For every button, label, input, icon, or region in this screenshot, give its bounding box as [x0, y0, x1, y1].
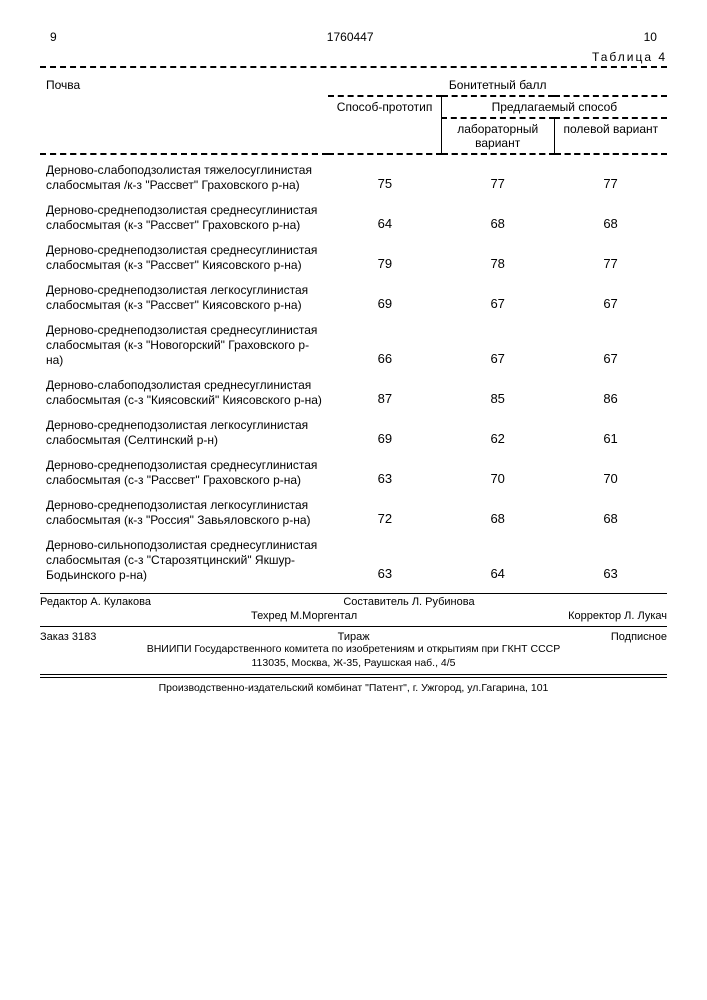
cell-proto: 87: [328, 370, 441, 410]
cell-lab: 70: [441, 450, 554, 490]
cell-field: 86: [554, 370, 667, 410]
cell-lab: 68: [441, 490, 554, 530]
table-body: Дерново-слабоподзолистая тяжелосуглинист…: [40, 154, 667, 585]
cell-soil: Дерново-сильноподзолистая среднесуглинис…: [40, 530, 328, 585]
th-field: полевой вариант: [554, 118, 667, 154]
footer: Редактор А. Кулакова Составитель Л. Руби…: [40, 593, 667, 694]
cell-soil: Дерново-среднеподзолистая легкосуглинист…: [40, 275, 328, 315]
page-header: 9 1760447 10: [40, 30, 667, 44]
main-table: Почва Бонитетный балл Способ-прототип Пр…: [40, 72, 667, 585]
table-row: Дерново-среднеподзолистая легкосуглинист…: [40, 490, 667, 530]
th-soil: Почва: [40, 72, 328, 154]
footer-subscript: Подписное: [611, 631, 667, 643]
cell-proto: 63: [328, 530, 441, 585]
cell-proto: 69: [328, 275, 441, 315]
cell-proto: 79: [328, 235, 441, 275]
table-row: Дерново-среднеподзолистая среднесуглинис…: [40, 195, 667, 235]
cell-soil: Дерново-среднеподзолистая среднесуглинис…: [40, 195, 328, 235]
th-lab: лабораторный вариант: [441, 118, 554, 154]
cell-proto: 66: [328, 315, 441, 370]
cell-field: 77: [554, 154, 667, 195]
page-left-num: 9: [50, 30, 57, 44]
table-row: Дерново-среднеподзолистая среднесуглинис…: [40, 315, 667, 370]
cell-soil: Дерново-среднеподзолистая легкосуглинист…: [40, 490, 328, 530]
cell-soil: Дерново-среднеподзолистая легкосуглинист…: [40, 410, 328, 450]
cell-field: 67: [554, 275, 667, 315]
table-row: Дерново-слабоподзолистая среднесуглинист…: [40, 370, 667, 410]
cell-field: 68: [554, 195, 667, 235]
cell-lab: 67: [441, 275, 554, 315]
cell-soil: Дерново-среднеподзолистая среднесуглинис…: [40, 450, 328, 490]
footer-techred: Техред М.Моргентал: [251, 610, 357, 622]
page-center-num: 1760447: [327, 30, 374, 44]
cell-soil: Дерново-среднеподзолистая среднесуглинис…: [40, 315, 328, 370]
footer-compiler: Составитель Л. Рубинова: [343, 596, 474, 608]
footer-org1: ВНИИПИ Государственного комитета по изоб…: [40, 643, 667, 657]
table-row: Дерново-слабоподзолистая тяжелосуглинист…: [40, 154, 667, 195]
th-main: Бонитетный балл: [328, 72, 667, 96]
cell-lab: 68: [441, 195, 554, 235]
th-proposed: Предлагаемый способ: [441, 96, 667, 118]
cell-lab: 78: [441, 235, 554, 275]
cell-proto: 69: [328, 410, 441, 450]
cell-lab: 67: [441, 315, 554, 370]
table-row: Дерново-сильноподзолистая среднесуглинис…: [40, 530, 667, 585]
table-label: Таблица 4: [40, 50, 667, 68]
cell-lab: 64: [441, 530, 554, 585]
cell-field: 70: [554, 450, 667, 490]
footer-editor: Редактор А. Кулакова: [40, 596, 151, 608]
table-row: Дерново-среднеподзолистая среднесуглинис…: [40, 235, 667, 275]
cell-field: 77: [554, 235, 667, 275]
cell-proto: 64: [328, 195, 441, 235]
footer-tirage: Тираж: [338, 631, 370, 643]
cell-soil: Дерново-слабоподзолистая тяжелосуглинист…: [40, 154, 328, 195]
page-right-num: 10: [644, 30, 657, 44]
table-row: Дерново-среднеподзолистая легкосуглинист…: [40, 275, 667, 315]
cell-soil: Дерново-среднеподзолистая среднесуглинис…: [40, 235, 328, 275]
cell-proto: 72: [328, 490, 441, 530]
table-row: Дерново-среднеподзолистая среднесуглинис…: [40, 450, 667, 490]
cell-proto: 75: [328, 154, 441, 195]
cell-field: 61: [554, 410, 667, 450]
footer-press: Производственно-издательский комбинат "П…: [40, 677, 667, 694]
table-row: Дерново-среднеподзолистая легкосуглинист…: [40, 410, 667, 450]
cell-field: 63: [554, 530, 667, 585]
th-proto: Способ-прототип: [328, 96, 441, 154]
cell-lab: 77: [441, 154, 554, 195]
cell-field: 68: [554, 490, 667, 530]
footer-order: Заказ 3183: [40, 631, 96, 643]
cell-lab: 62: [441, 410, 554, 450]
footer-org2: 113035, Москва, Ж-35, Раушская наб., 4/5: [40, 657, 667, 671]
cell-soil: Дерново-слабоподзолистая среднесуглинист…: [40, 370, 328, 410]
cell-lab: 85: [441, 370, 554, 410]
cell-proto: 63: [328, 450, 441, 490]
cell-field: 67: [554, 315, 667, 370]
footer-corrector: Корректор Л. Лукач: [568, 610, 667, 622]
